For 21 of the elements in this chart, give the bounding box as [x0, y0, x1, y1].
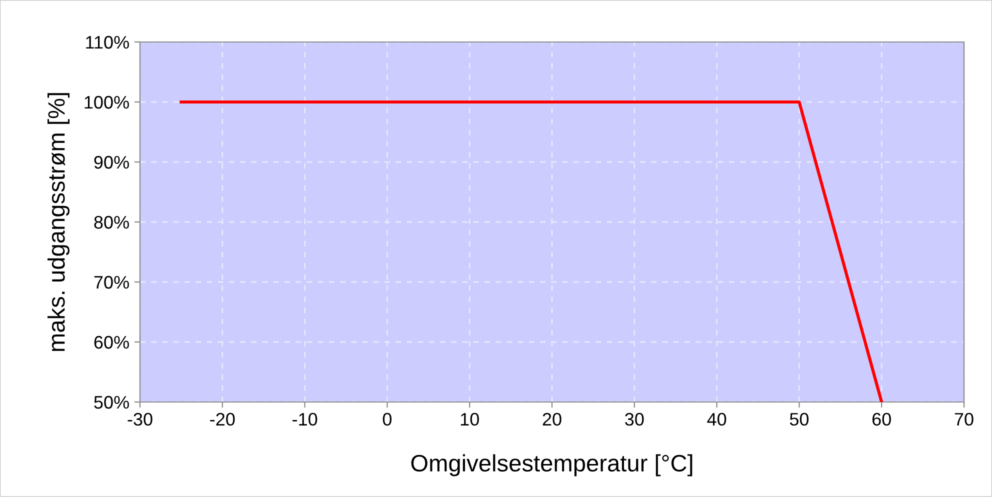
x-tick-label: 0: [382, 412, 392, 426]
y-tick-label: 60%: [94, 336, 129, 349]
y-tick-label: 50%: [94, 396, 129, 409]
x-tick-label: 10: [460, 412, 479, 426]
y-tick-label: 70%: [94, 276, 129, 289]
y-tick-label: 90%: [94, 156, 129, 169]
line-series: [180, 100, 884, 402]
x-tick-label: 50: [790, 412, 809, 426]
x-tick-label: -20: [210, 412, 235, 426]
x-axis-title: Omgivelsestemperatur [°C]: [411, 454, 692, 476]
x-tick-label: -10: [292, 412, 318, 426]
y-tick-label: 80%: [94, 216, 129, 229]
x-tick-label: -30: [128, 412, 152, 426]
x-tick-label: 60: [872, 412, 891, 426]
x-tick-label: 20: [542, 412, 562, 426]
x-tick-label: 70: [954, 412, 974, 426]
x-tick-label: 40: [707, 412, 726, 426]
y-tick-label: 110%: [86, 36, 129, 49]
y-axis-title: maks. udgangsstrøm [%]: [48, 93, 70, 351]
x-tick-label: 30: [625, 412, 644, 426]
y-tick-label: 100%: [84, 96, 129, 109]
